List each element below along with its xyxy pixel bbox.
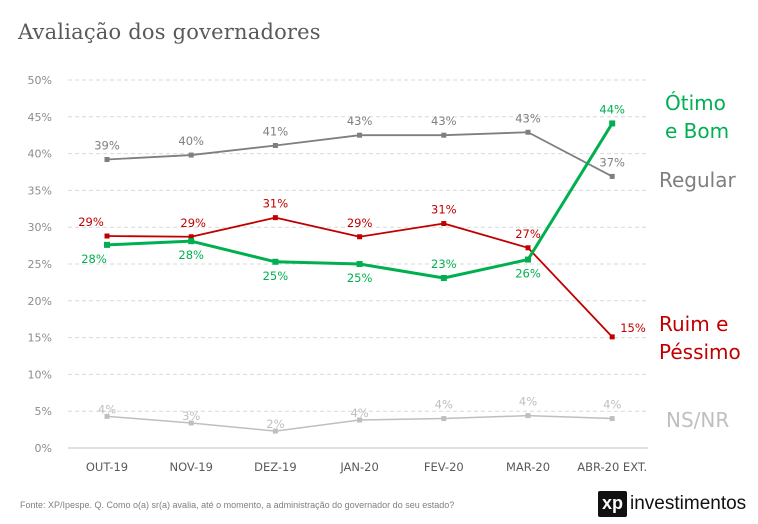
x-tick-label: DEZ-19 [254,460,297,474]
data-label: 4% [350,406,368,420]
data-point [104,233,110,239]
data-point [356,261,363,267]
data-label: 4% [435,398,453,412]
data-point [609,334,615,340]
data-label: 4% [603,398,621,412]
data-label: 44% [599,102,625,116]
x-tick-label: JAN-20 [339,460,378,474]
y-tick-label: 45% [28,111,52,124]
data-point [441,132,447,138]
data-point [525,129,531,135]
axes: 0% 5% 10% 15% 20% 25% 30% 35% 40% 45% 50% OUT-19 NOV… [28,74,648,474]
x-tick-label: MAR-20 [506,460,550,474]
data-point [441,221,447,227]
data-point [609,120,616,127]
data-point [272,258,279,265]
data-point [272,143,278,149]
data-label: 25% [263,269,289,283]
x-tick-label: ABR-20 EXT. [577,460,647,474]
x-tick-label: OUT-19 [86,460,128,474]
data-point [441,416,447,422]
y-tick-label: 5% [35,405,52,418]
data-label: 28% [178,248,204,262]
xp-logo-mark: xp [598,491,628,517]
data-point [357,417,363,423]
x-tick-label: FEV-20 [424,460,464,474]
y-tick-label: 40% [28,148,52,161]
data-point [609,416,615,422]
data-labels: 39% 40% 41% 43% 43% 43% 37% 29% 29% 31% 29% 31% 27% 1… [78,102,646,431]
legend-labels: Regular Ruim e Péssimo Ótimo e Bom NS/NR [659,91,741,432]
data-point [609,173,615,179]
data-point [188,238,195,245]
series-lines [104,120,616,434]
data-label: 43% [347,114,373,128]
y-tick-label: 35% [28,184,52,197]
data-label: 4% [519,395,537,409]
data-label: 15% [620,321,646,335]
xp-logo: xp investimentos 6 [598,489,758,519]
data-label: 3% [182,409,200,423]
line-chart: 0% 5% 10% 15% 20% 25% 30% 35% 40% 45% 50% OUT-19 NOV… [28,74,741,474]
data-label: 31% [263,197,289,211]
data-label: 2% [266,417,284,431]
data-point [104,413,110,419]
data-label: 28% [81,252,107,266]
y-tick-label: 30% [28,221,52,234]
legend-label: e Bom [665,119,729,143]
data-point [357,132,363,138]
source-footnote: Fonte: XP/Ipespe. Q. Como o(a) sr(a) ava… [20,500,455,510]
data-label: 29% [347,216,373,230]
chart-title: Avaliação dos governadores [18,20,321,44]
data-label: 39% [94,138,120,152]
y-tick-label: 25% [28,258,52,271]
data-label: 40% [178,134,204,148]
y-tick-label: 20% [28,295,52,308]
data-label: 37% [599,155,625,169]
y-tick-label: 0% [35,442,52,455]
data-point [272,215,278,221]
data-point [104,156,110,162]
y-tick-label: 15% [28,332,52,345]
grid-lines [68,79,648,412]
data-label: 29% [180,216,206,230]
data-label: 25% [347,271,373,285]
data-label: 23% [431,257,457,271]
data-point [188,234,194,240]
data-label: 27% [515,227,541,241]
legend-label: Regular [659,168,736,192]
data-point [357,234,363,240]
data-label: 31% [431,203,457,217]
data-point [188,420,194,426]
data-label: 4% [98,402,116,416]
y-tick-label: 10% [28,368,52,381]
data-label: 41% [263,125,289,139]
data-label: 43% [431,114,457,128]
legend-label: Ótimo [665,91,726,115]
legend-label: Péssimo [659,340,741,364]
data-point [104,241,110,248]
data-point [525,256,531,263]
data-label: 43% [515,111,541,125]
data-point [272,428,278,434]
legend-label: Ruim e [659,312,728,336]
data-point [525,413,531,419]
xp-logo-text: investimentos [630,493,747,514]
x-tick-label: NOV-19 [169,460,212,474]
data-point [440,274,447,281]
y-tick-label: 50% [28,74,52,87]
data-label: 26% [515,267,541,281]
data-label: 29% [78,215,104,229]
data-point [188,152,194,158]
data-point [525,245,531,251]
legend-label: NS/NR [666,408,729,432]
